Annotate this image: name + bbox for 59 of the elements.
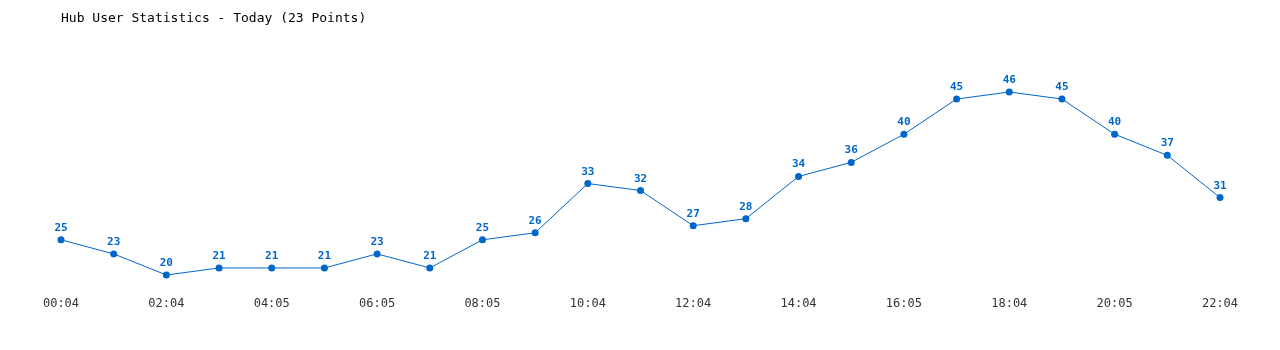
x-tick-label: 12:04 [675, 296, 712, 310]
data-label: 45 [1055, 80, 1069, 94]
point [57, 236, 65, 244]
point [584, 180, 592, 187]
data-label: 46 [1002, 73, 1017, 86]
point [110, 250, 118, 258]
data-label: 27 [686, 206, 700, 220]
data-label: 40 [1108, 115, 1122, 129]
chart-title: Hub User Statistics - Today (23 Points) [61, 10, 367, 25]
point [953, 95, 961, 103]
data-label: 40 [897, 115, 911, 129]
point [1058, 95, 1066, 103]
x-tick-label: 02:04 [148, 296, 185, 310]
point [637, 187, 644, 195]
x-tick-label: 04:05 [253, 296, 290, 310]
data-label: 34 [791, 157, 806, 171]
point [847, 158, 855, 166]
x-tick-label: 16:05 [885, 296, 922, 310]
x-tick-label: 00:04 [42, 296, 80, 310]
point [1163, 151, 1171, 159]
point [531, 229, 539, 237]
x-tick-label: 18:04 [991, 296, 1028, 310]
data-label: 21 [265, 248, 279, 262]
data-label: 32 [633, 171, 648, 185]
data-label: 33 [581, 164, 595, 178]
point [478, 236, 486, 244]
x-tick-label: 20:05 [1096, 296, 1133, 310]
x-tick-label: 10:04 [569, 296, 606, 310]
point [900, 130, 908, 138]
x-tick-label: 22:04 [1201, 296, 1239, 310]
data-label: 36 [844, 143, 859, 157]
data-label: 25 [54, 220, 68, 234]
data-label: 23 [370, 234, 384, 248]
data-label: 21 [423, 248, 437, 262]
data-label: 28 [739, 199, 753, 213]
point [795, 172, 803, 180]
point [320, 264, 328, 272]
x-tick-label: 08:05 [464, 296, 501, 310]
point [1111, 130, 1119, 138]
data-label: 23 [107, 234, 121, 248]
data-label: 21 [212, 248, 227, 262]
point [1005, 88, 1013, 96]
point [426, 264, 434, 272]
data-label: 37 [1160, 136, 1174, 150]
point [268, 264, 276, 272]
point [162, 271, 170, 279]
data-label: 26 [528, 213, 543, 227]
point [742, 215, 750, 223]
x-tick-label: 14:04 [780, 296, 817, 310]
data-label: 20 [159, 256, 173, 269]
point [689, 222, 697, 230]
data-label: 31 [1213, 178, 1227, 192]
data-label: 45 [949, 80, 964, 94]
data-label: 25 [475, 220, 490, 234]
point [373, 250, 381, 258]
point [215, 264, 223, 272]
data-label: 21 [317, 248, 332, 262]
x-tick-label: 06:05 [359, 296, 396, 310]
point [1216, 194, 1224, 202]
